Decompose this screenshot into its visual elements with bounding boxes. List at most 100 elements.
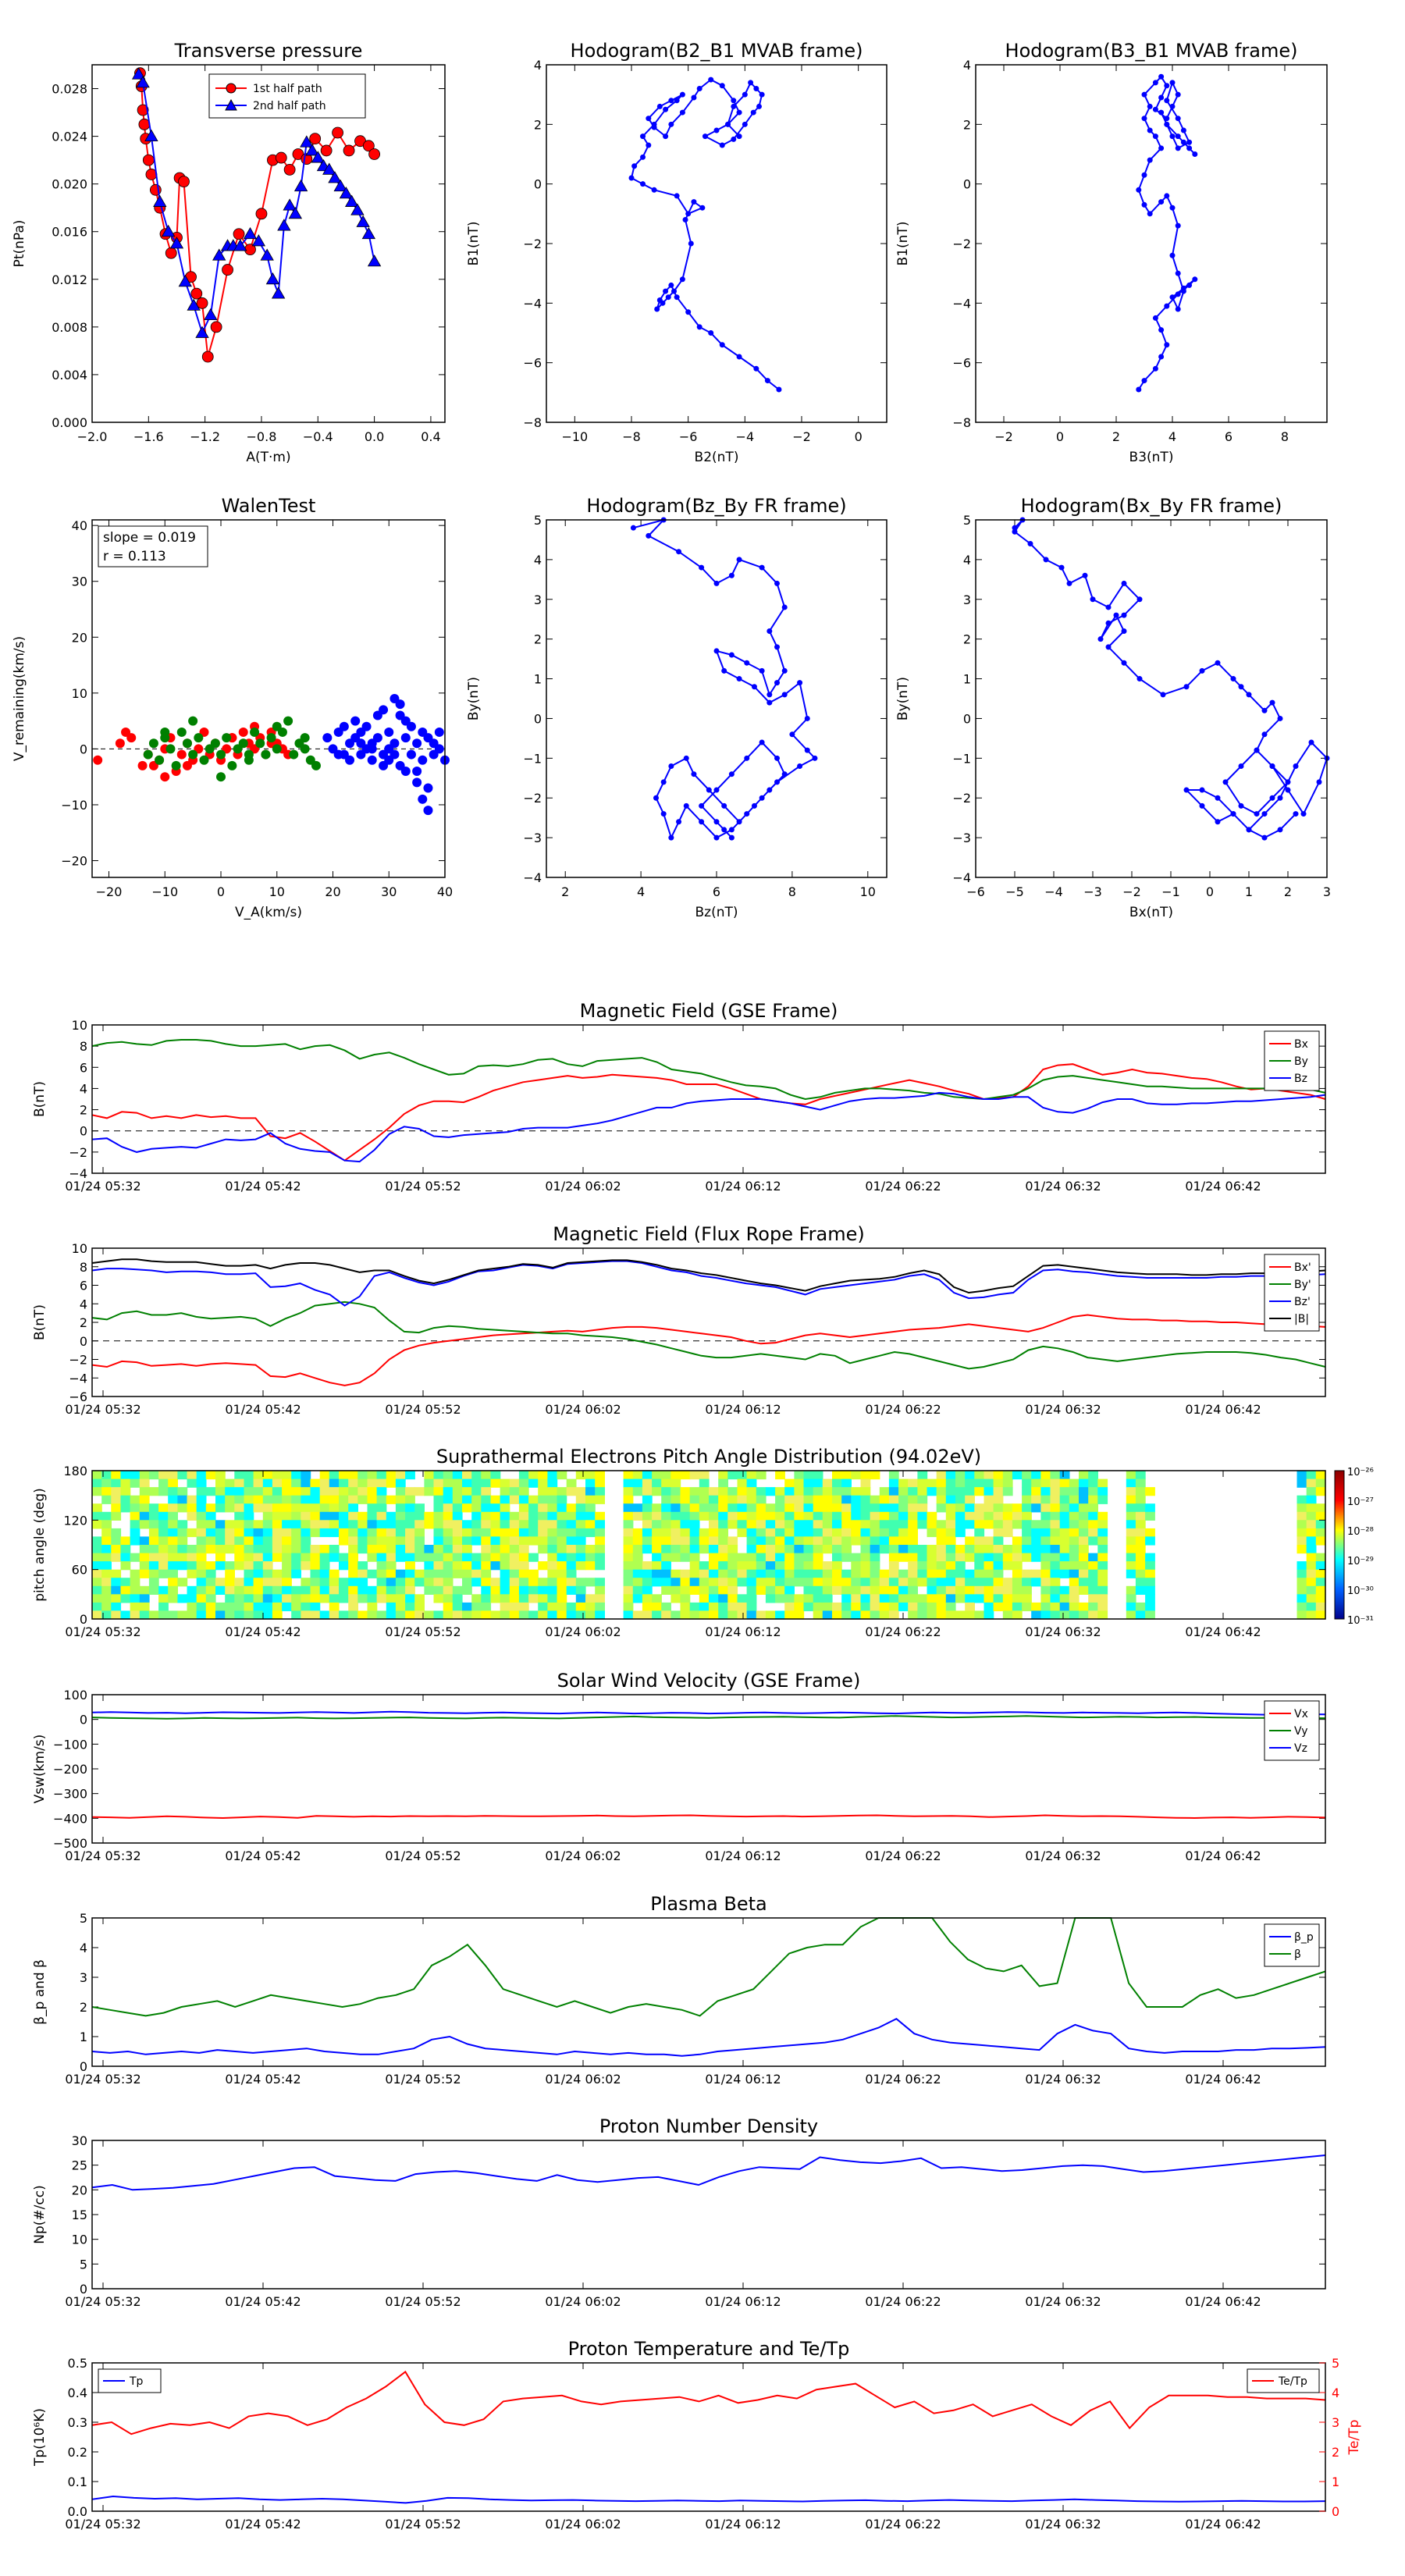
heatmap-cell: [557, 1536, 567, 1546]
heatmap-cell: [244, 1594, 254, 1603]
heatmap-cell: [936, 1528, 947, 1538]
heatmap-cell: [1050, 1471, 1061, 1480]
point-marker: [676, 819, 682, 825]
scatter-point: [311, 760, 321, 770]
x-tick-label: 2: [1284, 884, 1292, 899]
heatmap-cell: [652, 1569, 662, 1578]
heatmap-cell: [357, 1561, 368, 1571]
heatmap-cell: [319, 1471, 330, 1480]
heatmap-cell: [718, 1545, 728, 1554]
heatmap-cell: [888, 1536, 899, 1546]
heatmap-cell: [130, 1478, 140, 1488]
heatmap-cell: [803, 1569, 814, 1578]
x-tick-label: 01/24 06:12: [705, 1848, 781, 1863]
heatmap-cell: [888, 1503, 899, 1513]
heatmap-cell: [945, 1561, 956, 1571]
plot-frame: [91, 519, 446, 878]
heatmap-cell: [1126, 1471, 1136, 1480]
heatmap-cell: [908, 1528, 918, 1538]
point-marker: [744, 660, 750, 666]
heatmap-cell: [888, 1561, 899, 1571]
circle-marker: [233, 228, 245, 240]
heatmap-cell: [1088, 1478, 1098, 1488]
heatmap-cell: [1088, 1561, 1098, 1571]
y-tick-label: −6: [69, 1389, 87, 1404]
heatmap-cell: [718, 1561, 728, 1571]
heatmap-cell: [101, 1602, 112, 1612]
point-marker: [1238, 763, 1244, 770]
x-tick-label: 01/24 05:32: [65, 2072, 140, 2087]
heatmap-cell: [709, 1610, 719, 1620]
heatmap-cell: [1315, 1569, 1326, 1578]
heatmap-cell: [1059, 1520, 1070, 1529]
heatmap-cell: [993, 1471, 1004, 1480]
heatmap-cell: [917, 1471, 928, 1480]
circle-marker: [196, 297, 208, 309]
heatmap-cell: [339, 1578, 349, 1587]
heatmap-cell: [632, 1478, 643, 1488]
heatmap-cell: [557, 1495, 567, 1504]
heatmap-cell: [794, 1495, 805, 1504]
point-marker: [1169, 294, 1176, 301]
heatmap-cell: [1315, 1471, 1326, 1480]
heatmap-cell: [481, 1503, 492, 1513]
heatmap-cell: [557, 1520, 567, 1529]
heatmap-cell: [955, 1511, 966, 1521]
circle-marker: [309, 133, 322, 145]
heatmap-cell: [680, 1602, 691, 1612]
heatmap-cell: [367, 1610, 378, 1620]
heatmap-cell: [974, 1528, 985, 1538]
heatmap-cell: [205, 1528, 216, 1538]
heatmap-cell: [547, 1471, 558, 1480]
series-line: [91, 2154, 1326, 2191]
heatmap-cell: [424, 1561, 435, 1571]
heatmap-cell: [272, 1495, 283, 1504]
heatmap-cell: [1126, 1610, 1136, 1620]
heatmap-cell: [699, 1487, 710, 1496]
heatmap-cell: [272, 1511, 283, 1521]
heatmap-cell: [775, 1528, 785, 1538]
heatmap-cell: [215, 1471, 226, 1480]
heatmap-cell: [500, 1545, 510, 1554]
heatmap-cell: [1040, 1545, 1051, 1554]
scatter-point: [400, 733, 411, 743]
heatmap-cell: [841, 1602, 852, 1612]
x-tick-label: 0.0: [365, 429, 384, 444]
point-marker: [653, 795, 659, 801]
heatmap-cell: [917, 1610, 928, 1620]
heatmap-cell: [339, 1528, 349, 1538]
point-marker: [721, 827, 727, 833]
point-marker: [736, 354, 742, 360]
point-marker: [736, 557, 742, 563]
heatmap-cell: [357, 1487, 368, 1496]
heatmap-cell: [443, 1528, 454, 1538]
heatmap-cell: [746, 1528, 757, 1538]
heatmap-cell: [718, 1528, 728, 1538]
point-marker: [721, 667, 727, 674]
x-tick-label: 01/24 06:12: [705, 2517, 781, 2532]
heatmap-cell: [709, 1536, 719, 1546]
point-marker: [1277, 795, 1283, 801]
heatmap-cell: [490, 1511, 501, 1521]
heatmap-cell: [917, 1478, 928, 1488]
heatmap-cell: [1097, 1478, 1108, 1488]
heatmap-cell: [168, 1528, 178, 1538]
heatmap-cell: [386, 1511, 397, 1521]
heatmap-cell: [908, 1545, 918, 1554]
y-tick-label: 30: [72, 2133, 87, 2148]
heatmap-cell: [225, 1594, 235, 1603]
heatmap-cell: [187, 1602, 197, 1612]
heatmap-cell: [291, 1561, 301, 1571]
point-marker: [685, 211, 692, 217]
point-marker: [1164, 98, 1170, 104]
point-marker: [1175, 306, 1181, 312]
heatmap-cell: [301, 1553, 311, 1562]
y-axis-label: B1(nT): [895, 222, 911, 266]
x-tick-label: 01/24 06:32: [1025, 1179, 1101, 1194]
heatmap-cell: [945, 1495, 956, 1504]
y-tick-label: 5: [963, 513, 971, 528]
heatmap-cell: [652, 1578, 662, 1587]
heatmap-cell: [1031, 1478, 1041, 1488]
heatmap-cell: [1002, 1578, 1013, 1587]
heatmap-cell: [908, 1569, 918, 1578]
